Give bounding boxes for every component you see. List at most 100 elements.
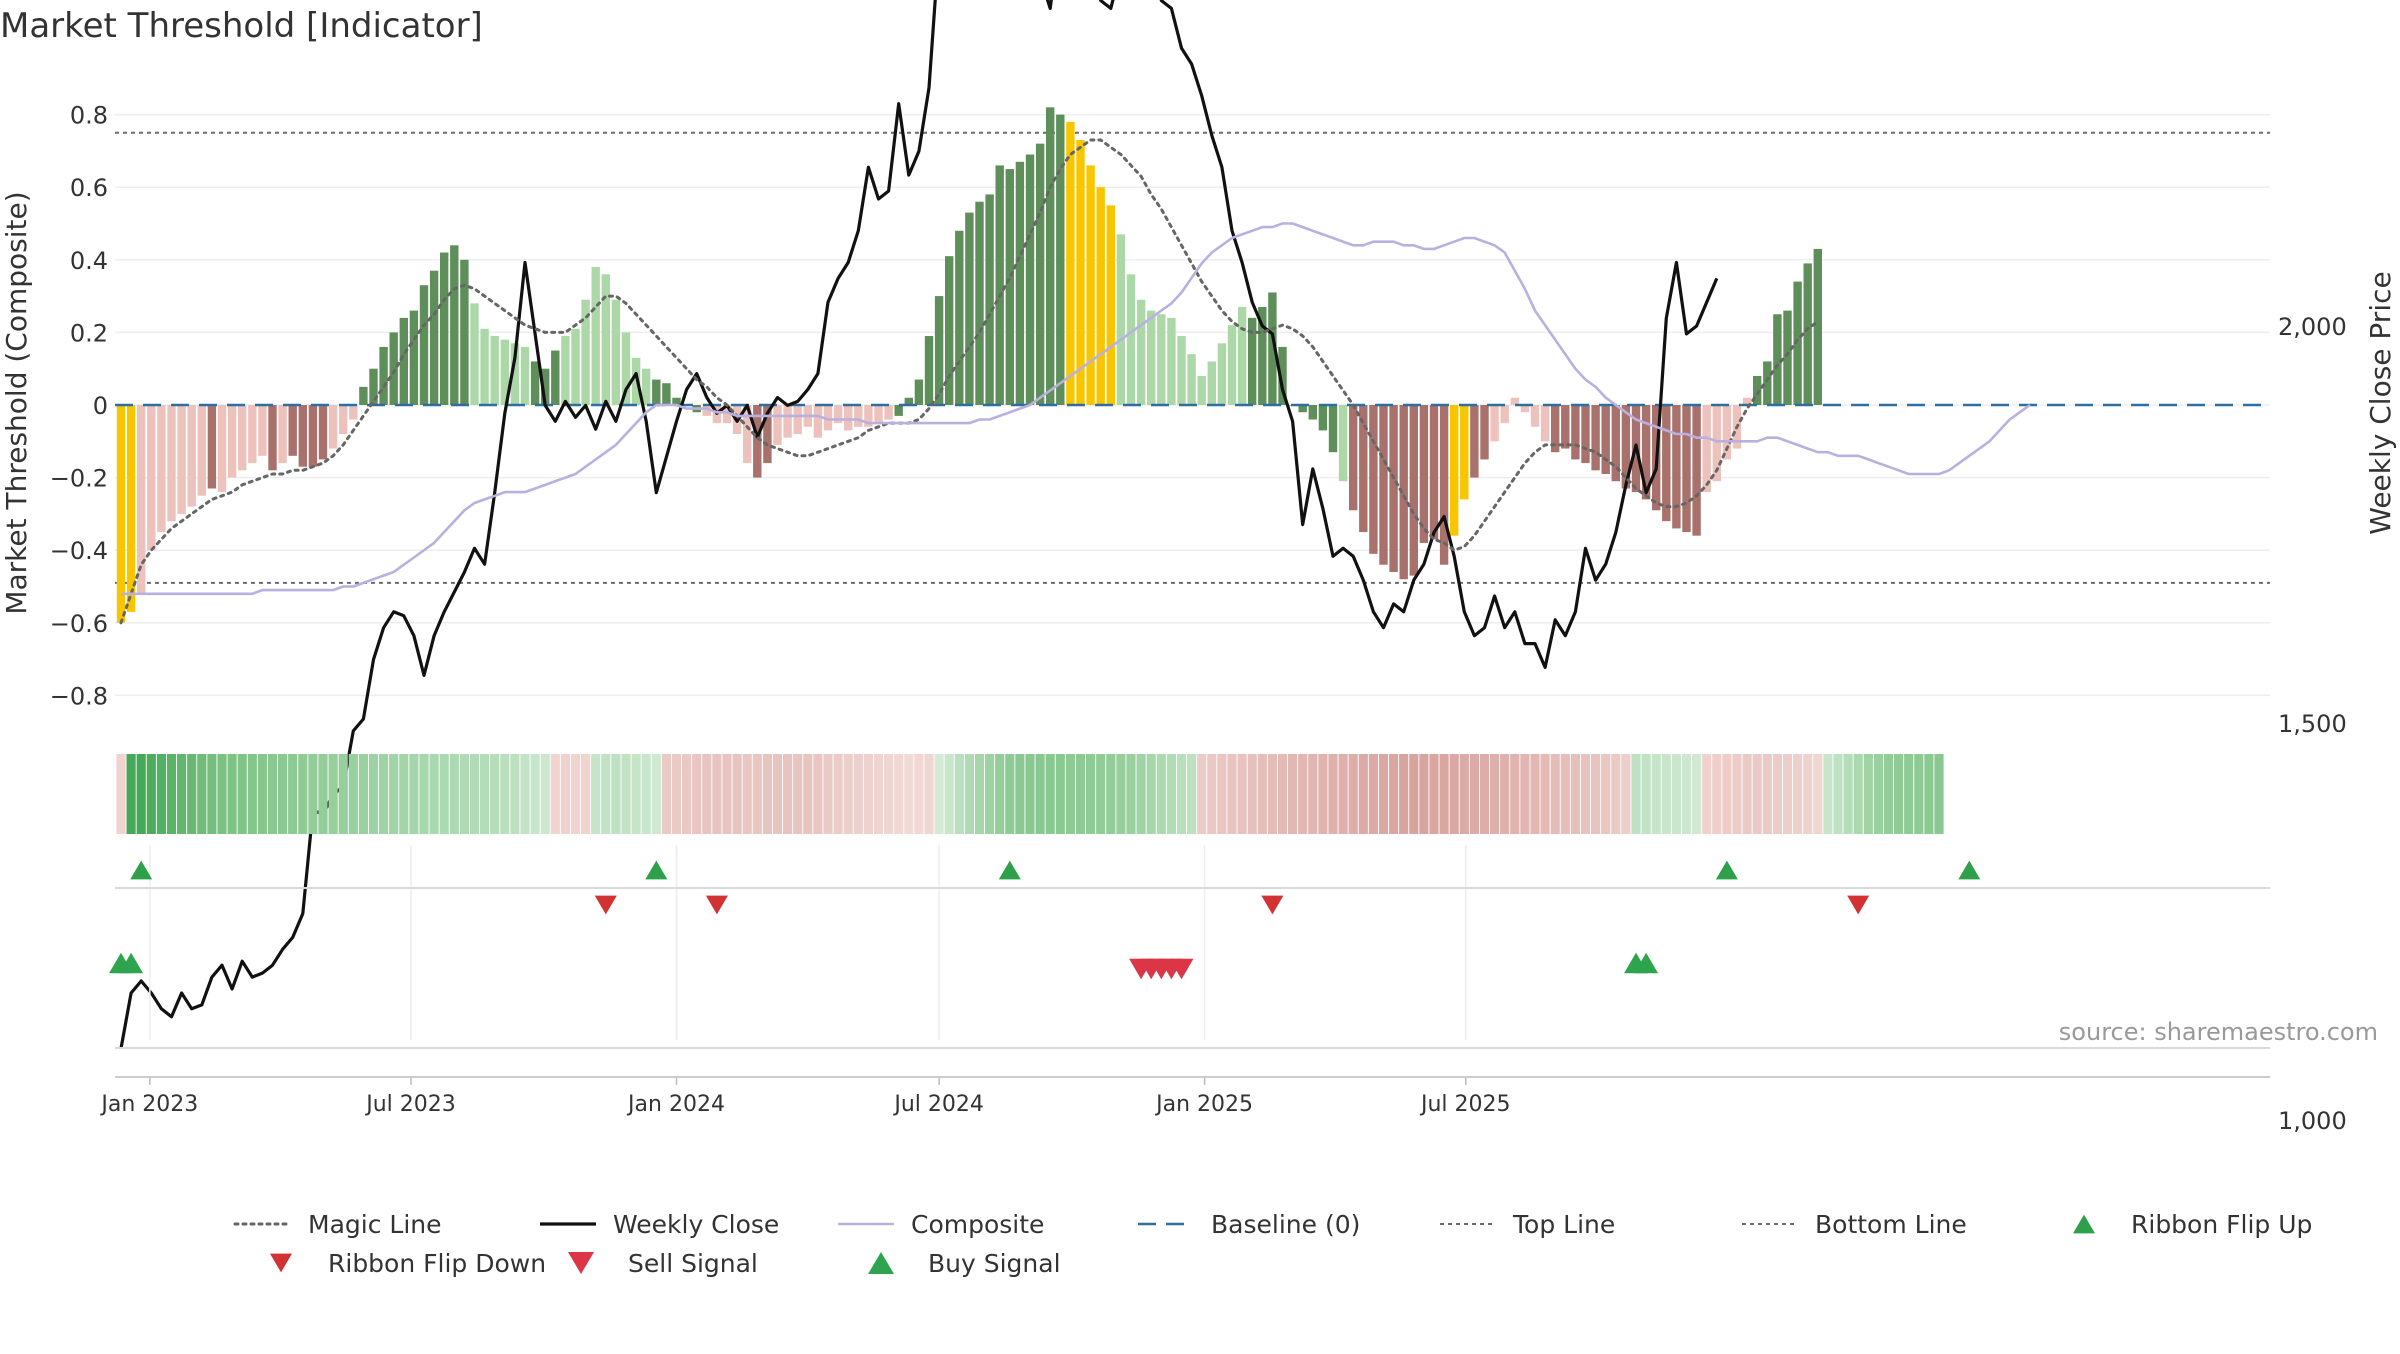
ribbon-cell bbox=[1803, 754, 1813, 834]
x-tick-label: Jan 2023 bbox=[99, 1092, 198, 1117]
composite-bar bbox=[1015, 161, 1025, 405]
ribbon-cell bbox=[1793, 754, 1803, 834]
ribbon-cell bbox=[1015, 754, 1025, 834]
composite-bar bbox=[1813, 248, 1822, 405]
ribbon-cell bbox=[985, 754, 995, 834]
ribbon-cell bbox=[591, 754, 601, 834]
ribbon-cell bbox=[1651, 754, 1661, 834]
ribbon-flip-up-marker bbox=[645, 860, 668, 880]
composite-bar bbox=[1349, 405, 1358, 511]
composite-bar bbox=[1470, 405, 1479, 478]
composite-bar bbox=[116, 405, 126, 623]
composite-bar bbox=[1217, 343, 1227, 405]
right-axis-label: Weekly Close Price bbox=[2364, 271, 2397, 534]
ribbon-cell bbox=[409, 754, 419, 834]
ribbon-cell bbox=[803, 754, 813, 834]
composite-bar bbox=[1237, 306, 1247, 405]
legend-label-flip_down: Ribbon Flip Down bbox=[328, 1249, 546, 1278]
legend-swatch-buy bbox=[868, 1251, 894, 1275]
series-composite bbox=[121, 222, 2031, 596]
buy-signal-marker bbox=[119, 952, 144, 974]
composite-bar bbox=[743, 405, 752, 464]
ribbon-cell bbox=[1601, 754, 1611, 834]
ribbon-cell bbox=[671, 754, 682, 834]
ribbon-cell bbox=[762, 754, 772, 834]
composite-bar bbox=[147, 405, 156, 551]
ribbon-cell bbox=[621, 754, 631, 834]
composite-bar bbox=[530, 361, 540, 405]
composite-bar bbox=[1500, 405, 1509, 424]
composite-bar bbox=[1167, 317, 1176, 405]
composite-bar bbox=[662, 383, 671, 405]
ribbon-cell bbox=[924, 754, 934, 834]
ribbon-cell bbox=[429, 754, 439, 834]
legend-label-bottom: Bottom Line bbox=[1815, 1210, 1967, 1239]
ribbon-flip-up-marker bbox=[1958, 860, 1981, 880]
ribbon-cell bbox=[318, 754, 328, 834]
ribbon-cell bbox=[1086, 754, 1096, 834]
legend-label-top: Top Line bbox=[1512, 1210, 1615, 1239]
ribbon-cell bbox=[752, 754, 762, 834]
ribbon-cell bbox=[1166, 754, 1176, 834]
composite-bar bbox=[722, 405, 732, 424]
ribbon-cell bbox=[1217, 754, 1227, 834]
ribbon-cell bbox=[1550, 754, 1560, 834]
composite-bar bbox=[1308, 405, 1317, 420]
ribbon-flip-up-marker bbox=[998, 860, 1021, 880]
ribbon-cell bbox=[136, 754, 146, 834]
ribbon-cell bbox=[1661, 754, 1671, 834]
composite-bar bbox=[1742, 397, 1752, 405]
composite-bar bbox=[914, 379, 924, 405]
left-tick-label: 0.8 bbox=[70, 102, 108, 130]
ribbon-cell bbox=[813, 754, 823, 834]
ribbon-cell bbox=[237, 754, 247, 834]
ribbon-cell bbox=[1681, 754, 1692, 834]
composite-bar bbox=[1157, 314, 1166, 405]
composite-bar bbox=[1551, 405, 1560, 453]
composite-bar bbox=[833, 405, 843, 424]
composite-bar bbox=[1591, 405, 1600, 471]
right-tick-label: 1,500 bbox=[2278, 710, 2347, 738]
ribbon-cell bbox=[1772, 754, 1782, 834]
ribbon-cell bbox=[197, 754, 207, 834]
composite-bar bbox=[631, 357, 641, 405]
ribbon-cell bbox=[187, 754, 197, 834]
ribbon-cell bbox=[399, 754, 409, 834]
ribbon-cell bbox=[783, 754, 793, 834]
ribbon-cell bbox=[278, 754, 288, 834]
composite-bar bbox=[1662, 405, 1671, 522]
ribbon-cell bbox=[833, 754, 843, 834]
composite-bar bbox=[591, 267, 600, 405]
composite-bar bbox=[1389, 405, 1398, 572]
ribbon-cell bbox=[389, 754, 399, 834]
composite-bar bbox=[248, 405, 257, 464]
composite-bar bbox=[813, 405, 823, 438]
composite-bar bbox=[1702, 405, 1711, 493]
composite-bar bbox=[601, 274, 610, 405]
left-tick-label: 0 bbox=[93, 392, 108, 420]
ribbon-cell bbox=[1409, 754, 1419, 834]
composite-bar bbox=[763, 405, 772, 464]
ribbon-cell bbox=[1378, 754, 1389, 834]
composite-bar bbox=[1328, 405, 1338, 453]
ribbon-cell bbox=[146, 754, 156, 834]
composite-bar bbox=[1126, 274, 1136, 405]
ribbon-cell bbox=[1096, 754, 1106, 834]
composite-bar bbox=[339, 405, 348, 435]
ribbon-cell bbox=[1116, 754, 1126, 834]
composite-bar bbox=[1672, 405, 1681, 529]
ribbon-cell bbox=[510, 754, 520, 834]
composite-bar bbox=[1106, 205, 1115, 405]
ribbon-cell bbox=[843, 754, 853, 834]
ribbon-cell bbox=[732, 754, 742, 834]
composite-bar bbox=[1177, 336, 1186, 405]
ribbon-cell bbox=[1277, 754, 1288, 834]
left-tick-label: 0.2 bbox=[70, 319, 108, 347]
composite-bar bbox=[1621, 405, 1631, 489]
composite-bar bbox=[238, 405, 247, 471]
composite-bar bbox=[137, 405, 146, 594]
ribbon-cell bbox=[560, 754, 570, 834]
composite-bar bbox=[1803, 263, 1812, 405]
